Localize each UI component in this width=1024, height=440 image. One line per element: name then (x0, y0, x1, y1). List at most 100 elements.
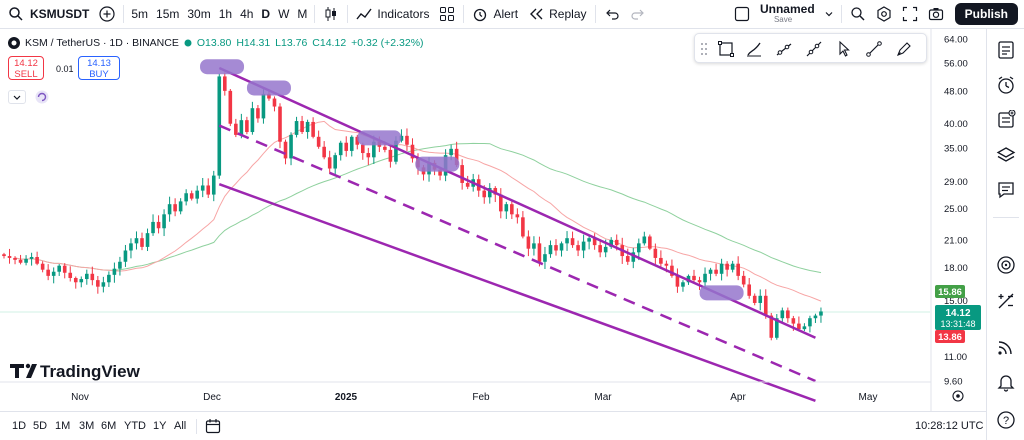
target-icon[interactable] (996, 255, 1016, 275)
line-tool-icon[interactable] (865, 40, 883, 58)
candle-body (808, 318, 812, 327)
go-to-date-icon[interactable] (205, 418, 221, 434)
time-axis-settings[interactable] (952, 390, 964, 402)
camera-icon (928, 8, 943, 21)
market-status-icon (184, 39, 192, 47)
candle-body (681, 282, 685, 287)
undo-button[interactable] (599, 0, 625, 29)
tf-30m[interactable]: 30m (187, 7, 211, 21)
tf-d[interactable]: D (261, 7, 271, 21)
chat-icon[interactable] (996, 180, 1016, 200)
candle-body (195, 190, 199, 199)
candle-body (145, 233, 150, 247)
broadcast-icon[interactable] (996, 337, 1016, 357)
range-1m[interactable]: 1M (55, 420, 71, 432)
templates-button[interactable] (434, 0, 460, 29)
help-icon[interactable]: ? (996, 410, 1016, 430)
candle-body (250, 108, 255, 133)
fullscreen-button[interactable] (897, 0, 923, 29)
settings-button[interactable] (871, 0, 897, 29)
candle-body (537, 243, 542, 262)
candle-body (68, 272, 73, 278)
candle-body (719, 263, 724, 274)
quick-search-button[interactable] (845, 0, 871, 29)
drag-handle-icon[interactable] (699, 40, 709, 58)
touch-highlight (415, 156, 460, 172)
candle-body (372, 141, 376, 158)
refresh-icon (35, 90, 49, 104)
layout-checkbox[interactable] (729, 0, 755, 29)
candle-body (603, 246, 608, 253)
candle-body (289, 134, 293, 159)
candle-body (7, 256, 12, 258)
range-all[interactable]: All (174, 420, 187, 432)
range-1y[interactable]: 1Y (153, 420, 167, 432)
legend-change: +0.32 (+2.32%) (351, 37, 424, 49)
trend-channels (218, 66, 816, 403)
buy-button[interactable]: 14.13 BUY (78, 56, 120, 80)
layout-dropdown[interactable] (820, 0, 838, 29)
tf-m[interactable]: M (297, 7, 308, 21)
candle-body (140, 238, 144, 247)
ray-tool-icon[interactable] (775, 40, 793, 58)
candle-body (493, 188, 498, 195)
indicators-button[interactable]: Indicators (351, 0, 434, 29)
object-tree-icon[interactable] (996, 110, 1016, 130)
range-3m[interactable]: 3M (79, 420, 95, 432)
tf-1h[interactable]: 1h (218, 7, 233, 21)
layers-icon[interactable] (996, 145, 1016, 165)
candle-body (614, 239, 619, 246)
layout-name-button[interactable]: Unnamed Save (755, 0, 820, 29)
bell-icon[interactable] (996, 372, 1016, 392)
rectangle-tool-icon[interactable] (717, 40, 735, 58)
brush-tool-icon[interactable] (745, 40, 763, 58)
alerts-clock-icon[interactable] (996, 75, 1016, 95)
candle-body (482, 190, 487, 198)
utc-clock[interactable]: 10:28:12 UTC (915, 420, 984, 432)
lower-channel-line (218, 183, 816, 403)
price-chart[interactable]: 64.00 56.00 48.00 40.00 35.00 29.00 25.00 21.00… (0, 29, 986, 411)
price-axis[interactable]: 64.00 56.00 48.00 40.00 35.00 29.00 25.00 21.00… (944, 35, 968, 388)
candle-body (747, 284, 751, 296)
candle-body (79, 279, 84, 283)
range-5d[interactable]: 5D (33, 420, 48, 432)
snapshot-button[interactable] (923, 0, 949, 29)
candle-body (305, 121, 310, 133)
replay-label: Replay (549, 7, 587, 21)
tf-15m[interactable]: 15m (156, 7, 180, 21)
candle-body (659, 257, 663, 264)
tf-5m[interactable]: 5m (131, 7, 149, 21)
replay-button[interactable]: Replay (523, 0, 591, 29)
sell-button[interactable]: 14.12 SELL (8, 56, 44, 80)
range-6m[interactable]: 6M (101, 420, 117, 432)
svg-text:?: ? (1003, 415, 1009, 427)
watchlist-icon[interactable] (996, 40, 1016, 60)
symbol-search[interactable]: KSMUSDT (0, 0, 94, 29)
chart-type-button[interactable] (318, 0, 344, 29)
candle-body (399, 135, 404, 141)
candle-body (791, 318, 796, 324)
candle-body (355, 136, 360, 145)
indicator-refresh-button[interactable] (34, 89, 50, 105)
range-ytd[interactable]: YTD (124, 420, 146, 432)
cursor-tool-icon[interactable] (835, 40, 853, 58)
alarm-clock-icon (474, 8, 487, 22)
tf-4h[interactable]: 4h (240, 7, 254, 21)
compare-button[interactable] (94, 0, 120, 29)
alert-button[interactable]: Alert (467, 0, 523, 29)
trend-line-tool-icon[interactable] (805, 40, 823, 58)
buy-label: BUY (89, 69, 109, 80)
candle-body (107, 274, 111, 283)
calculator-icon[interactable] (996, 291, 1016, 311)
tf-w[interactable]: W (278, 7, 290, 21)
logo-mark (10, 364, 37, 378)
redo-button[interactable] (625, 0, 651, 29)
candle-body (366, 153, 371, 158)
publish-button[interactable]: Publish (954, 3, 1018, 25)
legend-pair[interactable]: KSM / TetherUS · 1D · BINANCE (25, 37, 179, 49)
candle-body (576, 245, 580, 251)
legend-collapse-button[interactable] (8, 90, 26, 104)
pen-tool-icon[interactable] (895, 40, 913, 58)
candle-body (609, 239, 613, 247)
range-1d[interactable]: 1D (12, 420, 27, 432)
